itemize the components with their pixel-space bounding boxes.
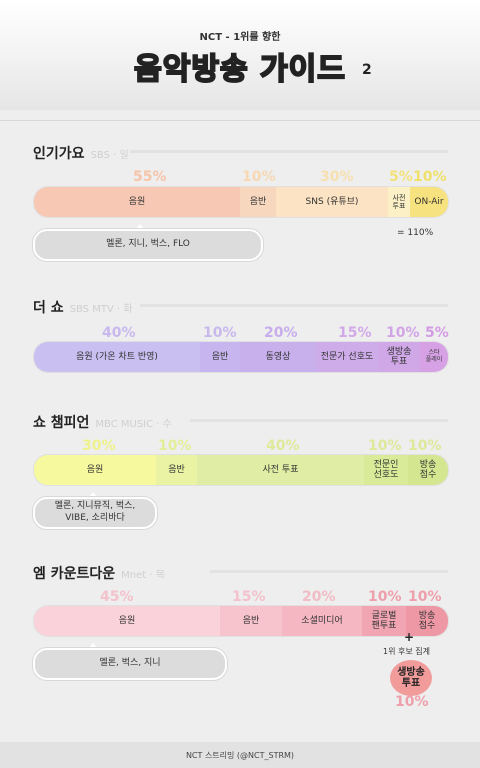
pointer: [135, 224, 145, 230]
score-bar-mcountdown: 음원 음반 소셜미디어 글로벌 팬투표 방송 점수: [33, 605, 449, 637]
segment-album: 음반: [156, 455, 197, 485]
pct-livevote: 10%: [386, 325, 420, 341]
segment-expert: 전문인 선호도: [364, 455, 408, 485]
pct-broadcast: 10%: [408, 438, 442, 454]
segment-social: 소셜미디어: [282, 606, 362, 636]
pct-sns: 30%: [320, 169, 354, 185]
segment-album: 음반: [220, 606, 282, 636]
segment-album: 음반: [200, 342, 240, 372]
segment-prevote: 사전 투표: [197, 455, 364, 485]
platform-pill: 멜론, 지니뮤직, 벅스, VIBE, 소리바다: [33, 497, 157, 529]
segment-starplay: 스타 플레이: [420, 342, 448, 372]
segment-broadcast: 방송 점수: [408, 455, 448, 485]
total-note: = 110%: [397, 228, 434, 238]
section-title-mcountdown: 엠 카운트다운 Mnet · 목: [33, 563, 165, 583]
pct-broadcast: 10%: [408, 589, 442, 605]
score-bar-showchampion: 음원 음반 사전 투표 전문인 선호도 방송 점수: [33, 454, 449, 486]
pct-globalvote: 10%: [368, 589, 402, 605]
segment-expert: 전문가 선호도: [316, 342, 378, 372]
segment-music: 음원: [34, 187, 240, 217]
pct-music: 45%: [100, 589, 134, 605]
pct-expert: 10%: [368, 438, 402, 454]
broadcast-tag: Mnet · 목: [121, 570, 165, 581]
pct-album: 10%: [242, 169, 276, 185]
platform-pill: 멜론, 벅스, 지니: [33, 648, 227, 680]
plus-sign: +: [404, 630, 415, 644]
score-bar-theshow: 음원 (가온 차트 반영) 음반 동영상 전문가 선호도 생방송 투표 스타 플…: [33, 341, 449, 373]
segment-music: 음원 (가온 차트 반영): [34, 342, 200, 372]
pct-starplay: 5%: [425, 325, 449, 341]
segment-music: 음원: [34, 606, 220, 636]
pct-album: 10%: [203, 325, 237, 341]
footer-credit: NCT 스트리밍 (@NCT_STRM): [0, 742, 480, 768]
segment-onair: ON-Air: [410, 187, 448, 217]
pct-livevote: 10%: [395, 694, 429, 710]
pct-album: 15%: [232, 589, 266, 605]
segment-livevote: 생방송 투표: [378, 342, 420, 372]
header-subtitle: NCT - 1위를 향한: [199, 32, 281, 43]
section-title-inkigayo: 인기가요 SBS · 일: [33, 143, 129, 163]
page-title: 음악방송 가이드: [133, 51, 346, 88]
pct-expert: 15%: [338, 325, 372, 341]
pct-music: 40%: [102, 325, 136, 341]
pct-social: 20%: [302, 589, 336, 605]
header-banner: [0, 0, 480, 110]
live-vote-circle: 생방송 투표: [390, 660, 432, 696]
segment-album: 음반: [240, 187, 276, 217]
show-name: 더 쇼: [33, 300, 64, 316]
pct-prevote: 40%: [266, 438, 300, 454]
broadcast-tag: SBS MTV · 화: [69, 304, 133, 315]
show-name: 쇼 챔피언: [33, 415, 90, 431]
broadcast-tag: SBS · 일: [90, 150, 129, 161]
segment-prevote: 사전 투표: [388, 187, 410, 217]
pct-video: 20%: [264, 325, 298, 341]
section-rule: [140, 304, 448, 307]
segment-sns: SNS (유튜브): [276, 187, 388, 217]
candidate-note: 1위 후보 집계: [383, 647, 430, 656]
pointer: [88, 492, 98, 498]
pct-music: 55%: [133, 169, 167, 185]
section-title-showchampion: 쇼 챔피언 MBC MUSIC · 수: [33, 412, 172, 432]
pct-album: 10%: [158, 438, 192, 454]
score-bar-inkigayo: 음원 음반 SNS (유튜브) 사전 투표 ON-Air: [33, 186, 449, 218]
title-number: 2: [362, 62, 372, 78]
section-rule: [190, 419, 448, 422]
pct-music: 30%: [82, 438, 116, 454]
broadcast-tag: MBC MUSIC · 수: [95, 419, 172, 430]
show-name: 인기가요: [33, 146, 85, 162]
segment-video: 동영상: [240, 342, 316, 372]
segment-music: 음원: [34, 455, 156, 485]
platform-pill: 멜론, 지니, 벅스, FLO: [33, 229, 263, 261]
pct-prevote: 5%: [389, 169, 413, 185]
segment-broadcast: 방송 점수: [406, 606, 448, 636]
show-name: 엠 카운트다운: [33, 566, 116, 582]
section-title-theshow: 더 쇼 SBS MTV · 화: [33, 297, 133, 317]
pointer: [88, 643, 98, 649]
section-rule: [130, 150, 448, 153]
divider: [0, 120, 480, 121]
section-rule: [210, 570, 448, 573]
pct-onair: 10%: [413, 169, 447, 185]
segment-globalvote: 글로벌 팬투표: [362, 606, 406, 636]
